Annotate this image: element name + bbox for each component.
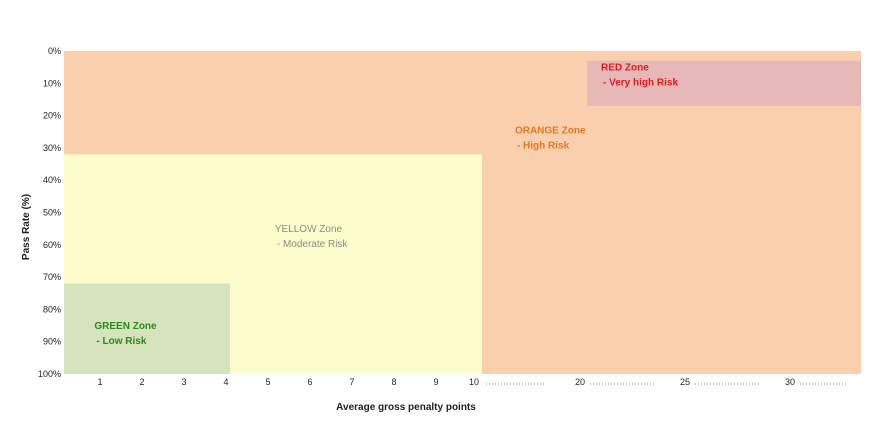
y-tick-label: 80% <box>43 304 61 314</box>
y-tick-label: 90% <box>43 337 61 347</box>
x-tick-label: 3 <box>181 377 186 387</box>
x-tick-label: 8 <box>391 377 396 387</box>
x-tick-label: 7 <box>349 377 354 387</box>
green-zone-label: GREEN Zone - Low Risk <box>94 321 157 347</box>
green-zone-title: GREEN Zone <box>94 321 157 332</box>
x-axis-ticks: 1 2 3 4 5 6 7 8 9 10 20 25 30 <box>97 377 848 387</box>
zone-labels-layer: ORANGE Zone - High Risk YELLOW Zone - Moder… <box>94 63 678 347</box>
yellow-zone-label: YELLOW Zone - Moderate Risk <box>275 224 349 250</box>
y-tick-label: 40% <box>43 175 61 185</box>
red-zone-area <box>587 60 861 106</box>
y-tick-label: 100% <box>38 369 61 379</box>
orange-zone-risk: - High Risk <box>517 141 570 152</box>
green-zone-area <box>64 283 230 374</box>
y-tick-label: 0% <box>48 46 61 56</box>
x-tick-label: 9 <box>433 377 438 387</box>
y-tick-label: 10% <box>43 78 61 88</box>
x-tick-label: 30 <box>785 377 795 387</box>
y-tick-label: 30% <box>43 143 61 153</box>
orange-zone-label: ORANGE Zone - High Risk <box>515 126 586 152</box>
x-tick-label: 6 <box>307 377 312 387</box>
y-tick-label: 50% <box>43 208 61 218</box>
x-axis-title: Average gross penalty points <box>336 402 476 413</box>
y-axis-ticks: 0% 10% 20% 30% 40% 50% 60% 70% 80% 90% 100% <box>38 46 61 379</box>
green-zone-risk: - Low Risk <box>96 336 146 347</box>
x-tick-label: 20 <box>575 377 585 387</box>
x-tick-label: 4 <box>223 377 228 387</box>
x-tick-label: 2 <box>139 377 144 387</box>
y-tick-label: 60% <box>43 240 61 250</box>
red-zone-risk: - Very high Risk <box>603 78 678 89</box>
orange-zone-title: ORANGE Zone <box>515 126 586 137</box>
y-tick-label: 20% <box>43 111 61 121</box>
y-tick-label: 70% <box>43 272 61 282</box>
y-axis-title: Pass Rate (%) <box>21 194 32 260</box>
red-zone-title: RED Zone <box>601 63 649 74</box>
zones-layer <box>64 51 861 374</box>
yellow-zone-risk: - Moderate Risk <box>277 239 349 250</box>
x-tick-label: 5 <box>265 377 270 387</box>
x-tick-label: 10 <box>469 377 479 387</box>
x-tick-label: 1 <box>97 377 102 387</box>
red-zone-label: RED Zone - Very high Risk <box>601 63 678 89</box>
x-tick-label: 25 <box>680 377 690 387</box>
yellow-zone-title: YELLOW Zone <box>275 224 343 235</box>
